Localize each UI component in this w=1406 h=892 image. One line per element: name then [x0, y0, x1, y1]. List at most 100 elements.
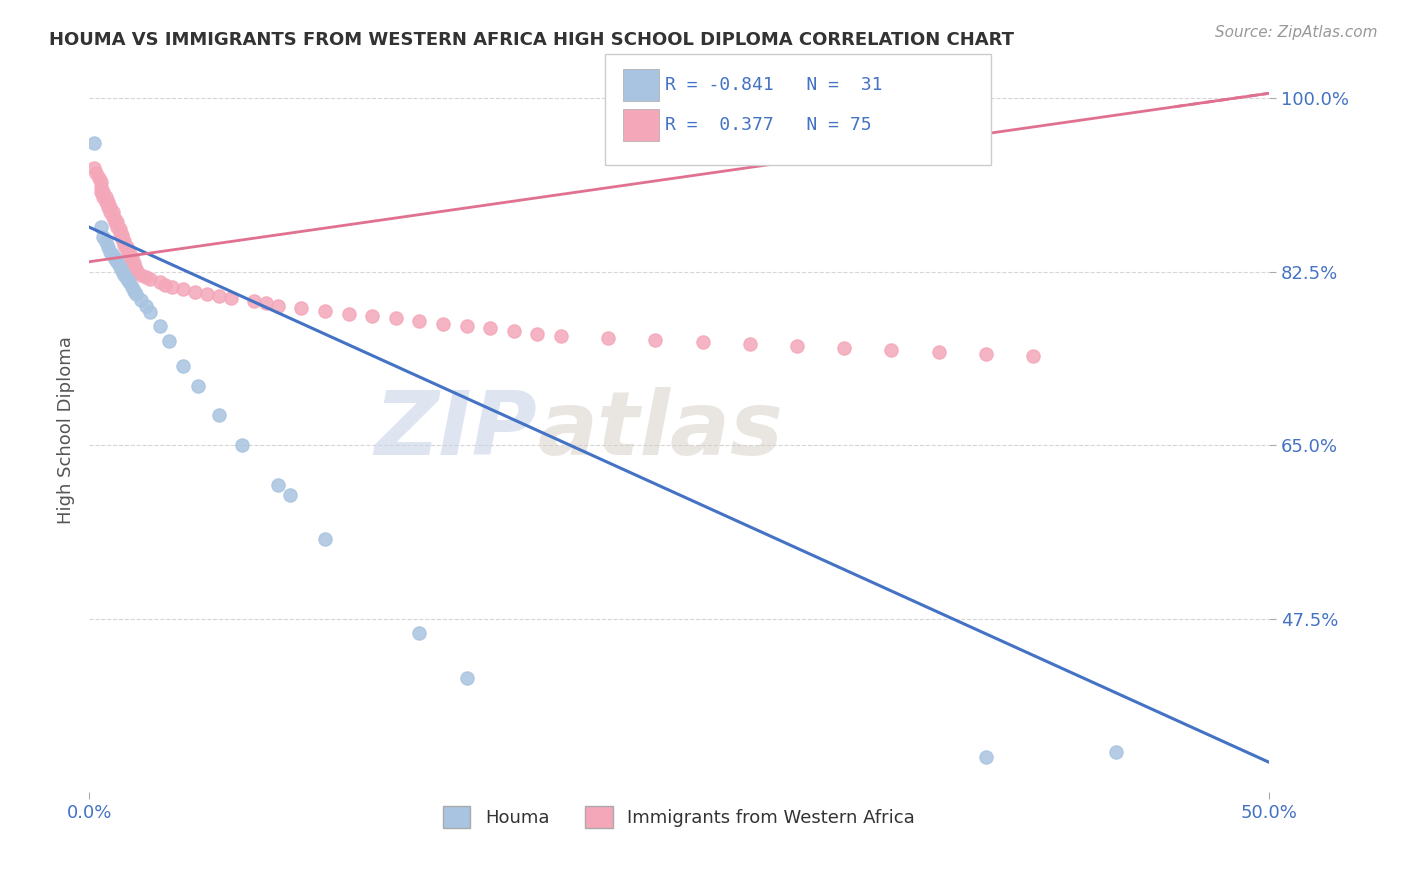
Point	[108, 260, 131, 274]
Point	[97, 240, 120, 254]
Point	[91, 190, 114, 204]
Point	[738, 337, 761, 351]
Point	[172, 359, 194, 373]
Point	[83, 161, 105, 175]
Point	[105, 220, 128, 235]
Point	[880, 343, 903, 357]
Point	[87, 170, 110, 185]
Point	[267, 477, 290, 491]
Point	[94, 190, 117, 204]
Point	[184, 285, 207, 299]
Point	[90, 186, 112, 200]
Point	[479, 321, 502, 335]
Point	[105, 215, 128, 229]
Point	[314, 304, 336, 318]
Point	[502, 324, 524, 338]
Point	[98, 200, 121, 214]
Point	[83, 136, 105, 150]
Point	[160, 279, 183, 293]
Point	[195, 287, 218, 301]
Legend: Houma, Immigrants from Western Africa: Houma, Immigrants from Western Africa	[436, 798, 922, 835]
Text: atlas: atlas	[537, 387, 783, 474]
Point	[97, 195, 120, 210]
Point	[408, 314, 430, 328]
Point	[90, 220, 112, 235]
Point	[786, 339, 808, 353]
Point	[974, 347, 997, 361]
Point	[135, 299, 157, 313]
Point	[114, 238, 136, 252]
Text: Source: ZipAtlas.com: Source: ZipAtlas.com	[1215, 25, 1378, 40]
Point	[94, 235, 117, 249]
Point	[122, 256, 145, 270]
Point	[115, 244, 138, 258]
Point	[101, 210, 124, 224]
Point	[231, 438, 253, 452]
Point	[111, 232, 134, 246]
Point	[90, 176, 112, 190]
Text: R =  0.377   N = 75: R = 0.377 N = 75	[665, 116, 872, 134]
Point	[254, 296, 277, 310]
Point	[290, 301, 312, 316]
Text: R = -0.841   N =  31: R = -0.841 N = 31	[665, 76, 883, 94]
Point	[125, 287, 148, 301]
Point	[598, 331, 620, 345]
Point	[385, 311, 408, 326]
Point	[1022, 349, 1045, 363]
Point	[118, 249, 141, 263]
Point	[121, 253, 143, 268]
Point	[337, 307, 360, 321]
Point	[314, 533, 336, 547]
Point	[91, 186, 114, 200]
Point	[187, 378, 209, 392]
Point	[129, 293, 152, 308]
Point	[832, 341, 855, 355]
Point	[157, 334, 180, 348]
Point	[91, 230, 114, 244]
Text: ZIP: ZIP	[374, 387, 537, 474]
Point	[692, 334, 714, 349]
Point	[104, 212, 127, 227]
Point	[139, 305, 162, 319]
Point	[90, 180, 112, 194]
Point	[104, 252, 127, 266]
Point	[267, 299, 290, 313]
Point	[550, 329, 572, 343]
Point	[139, 271, 162, 285]
Point	[108, 222, 131, 236]
Point	[149, 275, 172, 289]
Point	[121, 250, 143, 264]
Point	[243, 294, 266, 309]
Point	[104, 215, 127, 229]
Point	[111, 227, 134, 242]
Point	[122, 260, 145, 274]
Point	[408, 626, 430, 640]
Point	[125, 265, 148, 279]
Point	[526, 327, 548, 342]
Point	[108, 226, 131, 240]
Point	[84, 165, 107, 179]
Point	[122, 284, 145, 298]
Point	[114, 268, 136, 282]
Point	[1104, 745, 1126, 759]
Point	[98, 205, 121, 219]
Point	[172, 281, 194, 295]
Point	[135, 269, 157, 284]
Point	[111, 263, 134, 277]
Point	[114, 234, 136, 248]
Point	[278, 488, 301, 502]
Point	[97, 200, 120, 214]
Point	[121, 279, 143, 293]
Point	[361, 310, 384, 324]
Point	[98, 244, 121, 259]
Point	[974, 750, 997, 764]
Point	[456, 319, 478, 334]
Point	[644, 333, 666, 347]
Point	[208, 289, 231, 303]
Point	[94, 195, 117, 210]
Point	[456, 671, 478, 685]
Point	[115, 271, 138, 285]
Point	[118, 244, 141, 259]
Point	[208, 409, 231, 423]
Y-axis label: High School Diploma: High School Diploma	[58, 336, 75, 524]
